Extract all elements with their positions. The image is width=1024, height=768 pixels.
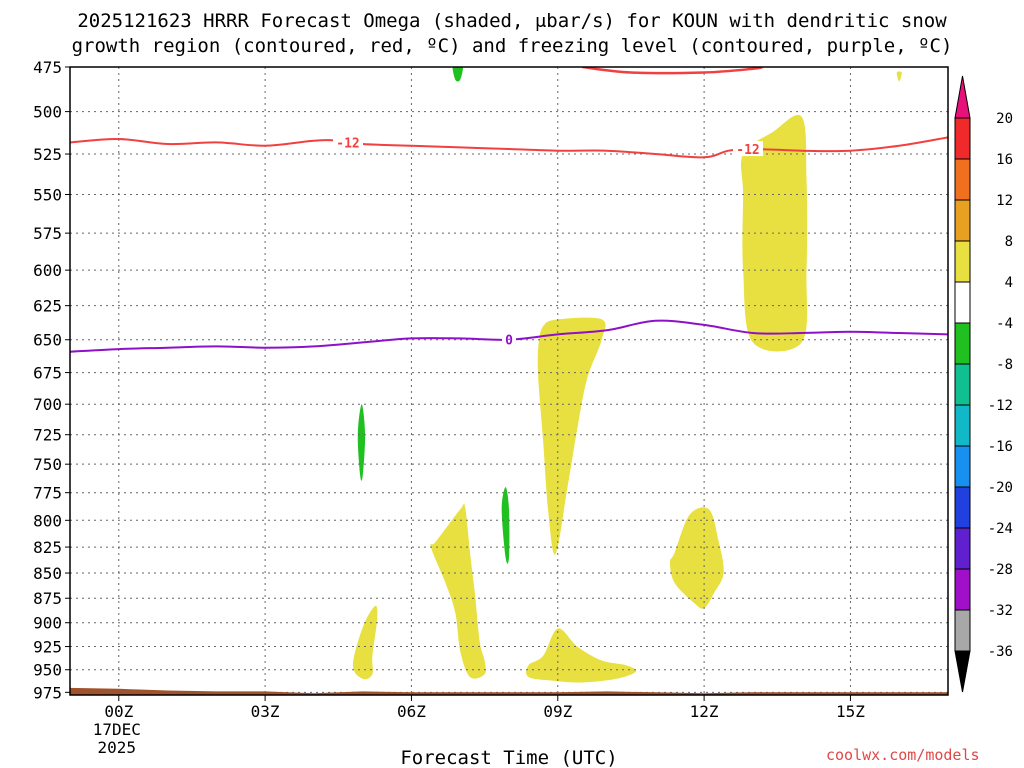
xtick-label-15Z: 15Z [836, 702, 865, 721]
ytick-label-500: 500 [33, 103, 62, 122]
colorbar-label-6: -8 [996, 357, 1013, 373]
colorbar-top-arrow [954, 75, 971, 119]
colorbar-swatch-8 [954, 445, 971, 488]
ytick-label-650: 650 [33, 331, 62, 350]
dgz-label-2-text: -12 [736, 143, 759, 158]
xtick-label-09Z: 09Z [543, 702, 572, 721]
ytick-label-600: 600 [33, 261, 62, 280]
colorbar-label-7: -12 [988, 398, 1013, 414]
omega-region-5 [670, 507, 724, 609]
colorbar-swatch-4 [954, 281, 971, 324]
ytick-label-975: 975 [33, 683, 62, 702]
dgz-label-1-text: -12 [336, 136, 359, 151]
colorbar-label-4: 4 [1005, 275, 1013, 291]
dgz-upper-contour [582, 67, 763, 75]
ytick-label-625: 625 [33, 297, 62, 316]
xtick-year-label: 2025 [98, 738, 137, 757]
ytick-label-800: 800 [33, 511, 62, 530]
colorbar-label-1: 16 [996, 152, 1013, 168]
colorbar-label-13: -36 [988, 644, 1013, 660]
ytick-label-850: 850 [33, 564, 62, 583]
plot-frame [69, 66, 949, 696]
dgz-label-1: -12 [333, 134, 364, 151]
colorbar-swatch-6 [954, 363, 971, 406]
ytick-label-875: 875 [33, 589, 62, 608]
chart-title: 2025121623 HRRR Forecast Omega (shaded, … [0, 8, 1024, 58]
ytick-label-775: 775 [33, 484, 62, 503]
colorbar-swatch-1 [954, 158, 971, 201]
omega-region-9 [452, 67, 463, 82]
omega-region-7 [357, 404, 366, 481]
x-axis-label: Forecast Time (UTC) [400, 747, 617, 768]
chart-title-line1: 2025121623 HRRR Forecast Omega (shaded, … [77, 10, 947, 32]
xtick-label-00Z: 00Z [104, 702, 133, 721]
colorbar-swatch-10 [954, 527, 971, 570]
watermark: coolwx.com/models [826, 746, 980, 764]
colorbar-bottom-arrow [954, 650, 971, 693]
colorbar-label-0: 20 [996, 111, 1013, 127]
ytick-label-750: 750 [33, 455, 62, 474]
colorbar-swatch-5 [954, 322, 971, 365]
ytick-label-575: 575 [33, 224, 62, 243]
colorbar-swatch-9 [954, 486, 971, 529]
omega-region-3 [352, 605, 378, 680]
omega-region-6 [896, 71, 902, 82]
colorbar-label-3: 8 [1005, 234, 1013, 250]
ytick-label-525: 525 [33, 145, 62, 164]
colorbar-swatch-7 [954, 404, 971, 447]
xtick-label-06Z: 06Z [397, 702, 426, 721]
omega-region-4 [526, 628, 637, 683]
dgz-label-1-bg [333, 134, 364, 150]
ytick-label-550: 550 [33, 185, 62, 204]
terrain-fill [70, 687, 948, 695]
plot-content: -12 -12 0 [70, 67, 948, 695]
colorbar-label-2: 12 [996, 193, 1013, 209]
omega-region-1 [537, 317, 606, 555]
colorbar: 20 16 12 8 4 -4 -8 -12 -16 -20 -24 -28 -32 -36 [954, 75, 1013, 693]
plot-background [70, 67, 948, 695]
xtick-label-12Z: 12Z [690, 702, 719, 721]
colorbar-label-8: -16 [988, 439, 1013, 455]
colorbar-swatch-12 [954, 609, 971, 652]
colorbar-swatch-3 [954, 240, 971, 283]
colorbar-label-10: -24 [988, 521, 1013, 537]
ytick-label-725: 725 [33, 426, 62, 445]
chart-title-line2: growth region (contoured, red, ºC) and f… [71, 35, 953, 57]
xtick-date-label: 17DEC [93, 720, 141, 739]
ytick-label-950: 950 [33, 661, 62, 680]
ytick-label-825: 825 [33, 538, 62, 557]
omega-region-8 [501, 487, 510, 564]
dgz-label-2: -12 [733, 141, 764, 158]
omega-region-0 [740, 114, 808, 352]
colorbar-swatch-0 [954, 117, 971, 160]
freezing-label-text: 0 [505, 334, 513, 349]
ytick-label-700: 700 [33, 395, 62, 414]
ytick-label-475: 475 [33, 58, 62, 77]
freezing-label-bg [502, 331, 516, 347]
freezing-label: 0 [502, 331, 516, 349]
ytick-label-925: 925 [33, 638, 62, 657]
colorbar-swatch-11 [954, 568, 971, 611]
colorbar-swatch-2 [954, 199, 971, 242]
omega-region-2 [430, 503, 486, 679]
dgz-label-2-bg [733, 141, 764, 157]
colorbar-label-9: -20 [988, 480, 1013, 496]
xtick-label-03Z: 03Z [251, 702, 280, 721]
colorbar-label-5: -4 [996, 316, 1013, 332]
colorbar-label-11: -28 [988, 562, 1013, 578]
colorbar-label-12: -32 [988, 603, 1013, 619]
ytick-label-900: 900 [33, 614, 62, 633]
ytick-label-675: 675 [33, 364, 62, 383]
dgz-contour-line [70, 136, 948, 159]
